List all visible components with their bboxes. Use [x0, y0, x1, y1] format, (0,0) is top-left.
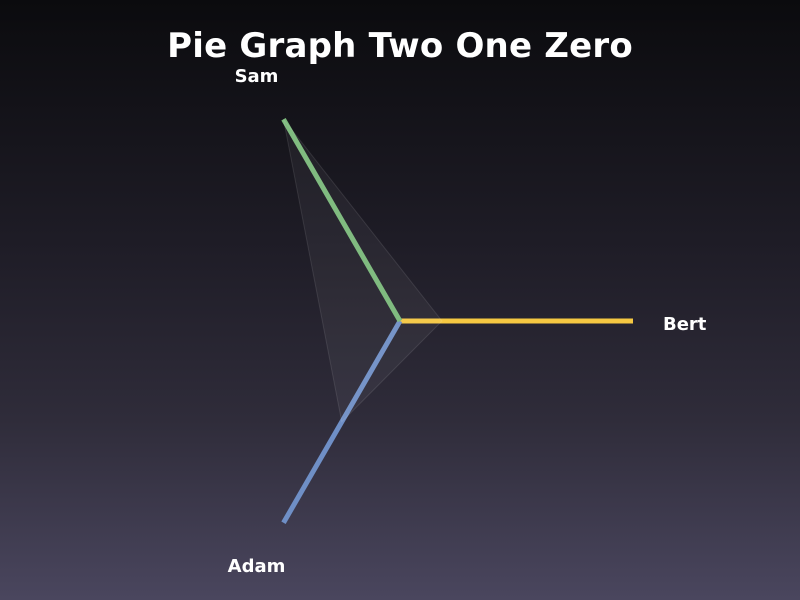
axis-adam — [281, 319, 403, 525]
axis-label-sam: Sam — [235, 66, 279, 87]
radar-labels: Bert Adam Sam — [228, 66, 707, 577]
axis-label-bert: Bert — [663, 314, 707, 335]
radar-axes — [281, 117, 633, 525]
axis-label-adam: Adam — [228, 556, 286, 577]
axis-sam — [281, 117, 403, 323]
series-area-0 — [283, 118, 443, 423]
radar-series — [283, 118, 443, 423]
chart-title: Pie Graph Two One Zero — [167, 26, 633, 66]
